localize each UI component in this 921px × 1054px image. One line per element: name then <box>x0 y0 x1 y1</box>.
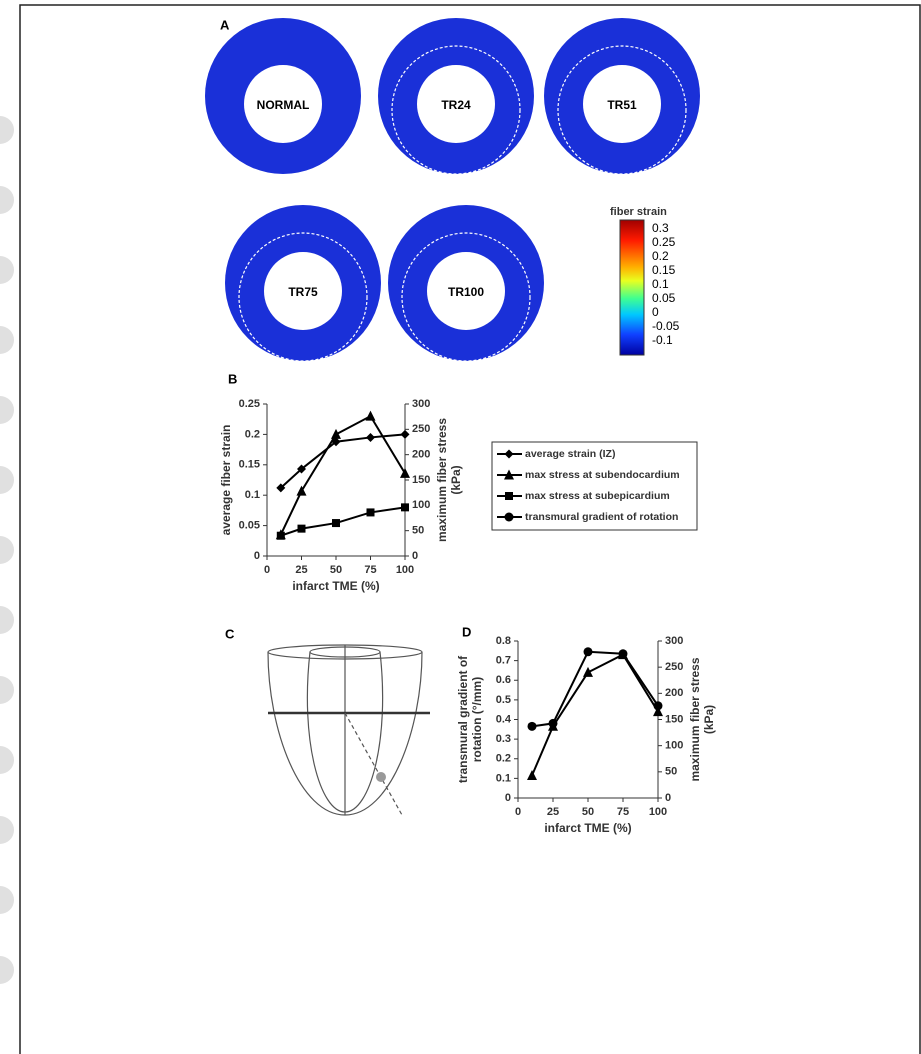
y-tick-label: 0.05 <box>239 520 260 532</box>
figure: A C NORMAL TR24 TR51 TR75 TR100 fiber strain 0… <box>0 0 921 1054</box>
y-tick-label: 0.15 <box>239 459 260 471</box>
colorbar-title: fiber strain <box>610 206 667 218</box>
marker <box>331 429 341 439</box>
y-tick-label: 0.5 <box>496 694 511 706</box>
marker <box>401 430 410 439</box>
marker <box>583 667 593 677</box>
y-tick-label: 0.1 <box>496 772 511 784</box>
y2-axis-label-line: (kPa) <box>449 465 463 494</box>
y-tick-label: 0 <box>254 550 260 562</box>
x-tick-label: 100 <box>649 806 667 818</box>
marker <box>277 532 285 540</box>
x-axis-label: infarct TME (%) <box>544 821 631 835</box>
y-axis-label: average fiber strain <box>219 425 233 536</box>
legend-label: transmural gradient of rotation <box>525 511 678 523</box>
y-tick-label: 0.2 <box>496 753 511 765</box>
y-tick-label: 0.7 <box>496 655 511 667</box>
x-tick-label: 75 <box>364 564 376 576</box>
y2-axis-label-line: maximum fiber stress <box>435 418 449 542</box>
ring-label: TR51 <box>607 98 637 112</box>
marker <box>401 503 409 511</box>
colorbar-tick-label: 0.15 <box>652 263 676 277</box>
colorbar-tick-label: 0.05 <box>652 291 676 305</box>
ring-label: TR75 <box>288 285 318 299</box>
colorbar-tick-label: 0.2 <box>652 249 669 263</box>
y2-axis-label: maximum fiber stress(kPa) <box>435 418 463 542</box>
series-line <box>532 652 658 727</box>
marker <box>366 433 375 442</box>
marker <box>527 770 537 780</box>
y-axis-label: transmural gradient ofrotation (°/mm) <box>456 655 484 783</box>
colorbar-tick-label: -0.05 <box>652 319 680 333</box>
y2-tick-label: 100 <box>412 499 430 511</box>
colorbar <box>620 220 644 355</box>
y2-tick-label: 200 <box>412 449 430 461</box>
marker <box>367 508 375 516</box>
y2-tick-label: 300 <box>665 635 683 647</box>
panel-label: B <box>228 371 237 386</box>
ring-label: TR100 <box>448 285 484 299</box>
lv-diagram <box>268 645 430 815</box>
marker <box>366 411 376 421</box>
y2-tick-label: 150 <box>665 713 683 725</box>
y2-tick-label: 50 <box>665 766 677 778</box>
marker <box>332 519 340 527</box>
y-tick-label: 0.8 <box>496 635 511 647</box>
y2-tick-label: 250 <box>412 423 430 435</box>
x-tick-label: 0 <box>264 564 270 576</box>
y2-axis-label-line: maximum fiber stress <box>688 657 702 781</box>
y2-axis-label-line: (kPa) <box>702 705 716 734</box>
ring-label: TR24 <box>441 98 471 112</box>
legend-label: average strain (IZ) <box>525 448 615 460</box>
y-tick-label: 0.25 <box>239 398 260 410</box>
y-tick-label: 0.3 <box>496 733 511 745</box>
marker <box>528 722 537 731</box>
x-tick-label: 50 <box>330 564 342 576</box>
x-tick-label: 0 <box>515 806 521 818</box>
y-tick-label: 0.1 <box>245 489 260 501</box>
colorbar-tick-label: 0.25 <box>652 235 676 249</box>
x-tick-label: 100 <box>396 564 414 576</box>
colorbar-tick-label: -0.1 <box>652 333 673 347</box>
page-edge <box>0 116 14 984</box>
y-tick-label: 0.6 <box>496 674 511 686</box>
marker <box>298 525 306 533</box>
legend-label: max stress at subepicardium <box>525 490 670 502</box>
panel-label: A <box>220 17 230 32</box>
y2-tick-label: 300 <box>412 398 430 410</box>
panel-label: C <box>225 626 235 641</box>
marker <box>584 647 593 656</box>
colorbar-tick-label: 0.3 <box>652 221 669 235</box>
y2-tick-label: 50 <box>412 525 424 537</box>
y-axis-label-line: average fiber strain <box>219 425 233 536</box>
colorbar-tick-label: 0 <box>652 305 659 319</box>
series-line <box>281 416 405 535</box>
marker <box>505 492 513 500</box>
marker <box>505 513 514 522</box>
y2-tick-label: 100 <box>665 740 683 752</box>
x-tick-label: 50 <box>582 806 594 818</box>
ring-label: NORMAL <box>257 98 310 112</box>
panel-label: D <box>462 624 471 639</box>
y2-tick-label: 150 <box>412 474 430 486</box>
series-line <box>532 655 658 776</box>
x-axis-label: infarct TME (%) <box>292 579 379 593</box>
y2-axis-label: maximum fiber stress(kPa) <box>688 657 716 781</box>
colorbar-tick-label: 0.1 <box>652 277 669 291</box>
y-axis-label-line: rotation (°/mm) <box>470 677 484 762</box>
y-axis-label-line: transmural gradient of <box>456 655 470 783</box>
axis <box>518 641 658 798</box>
x-tick-label: 25 <box>295 564 307 576</box>
y-tick-label: 0.4 <box>496 713 512 725</box>
y2-tick-label: 250 <box>665 661 683 673</box>
y2-tick-label: 200 <box>665 687 683 699</box>
y-tick-label: 0.2 <box>245 428 260 440</box>
x-tick-label: 25 <box>547 806 559 818</box>
y2-tick-label: 0 <box>412 550 418 562</box>
x-tick-label: 75 <box>617 806 629 818</box>
legend-label: max stress at subendocardium <box>525 469 680 481</box>
y2-tick-label: 0 <box>665 792 671 804</box>
y-tick-label: 0 <box>505 792 511 804</box>
